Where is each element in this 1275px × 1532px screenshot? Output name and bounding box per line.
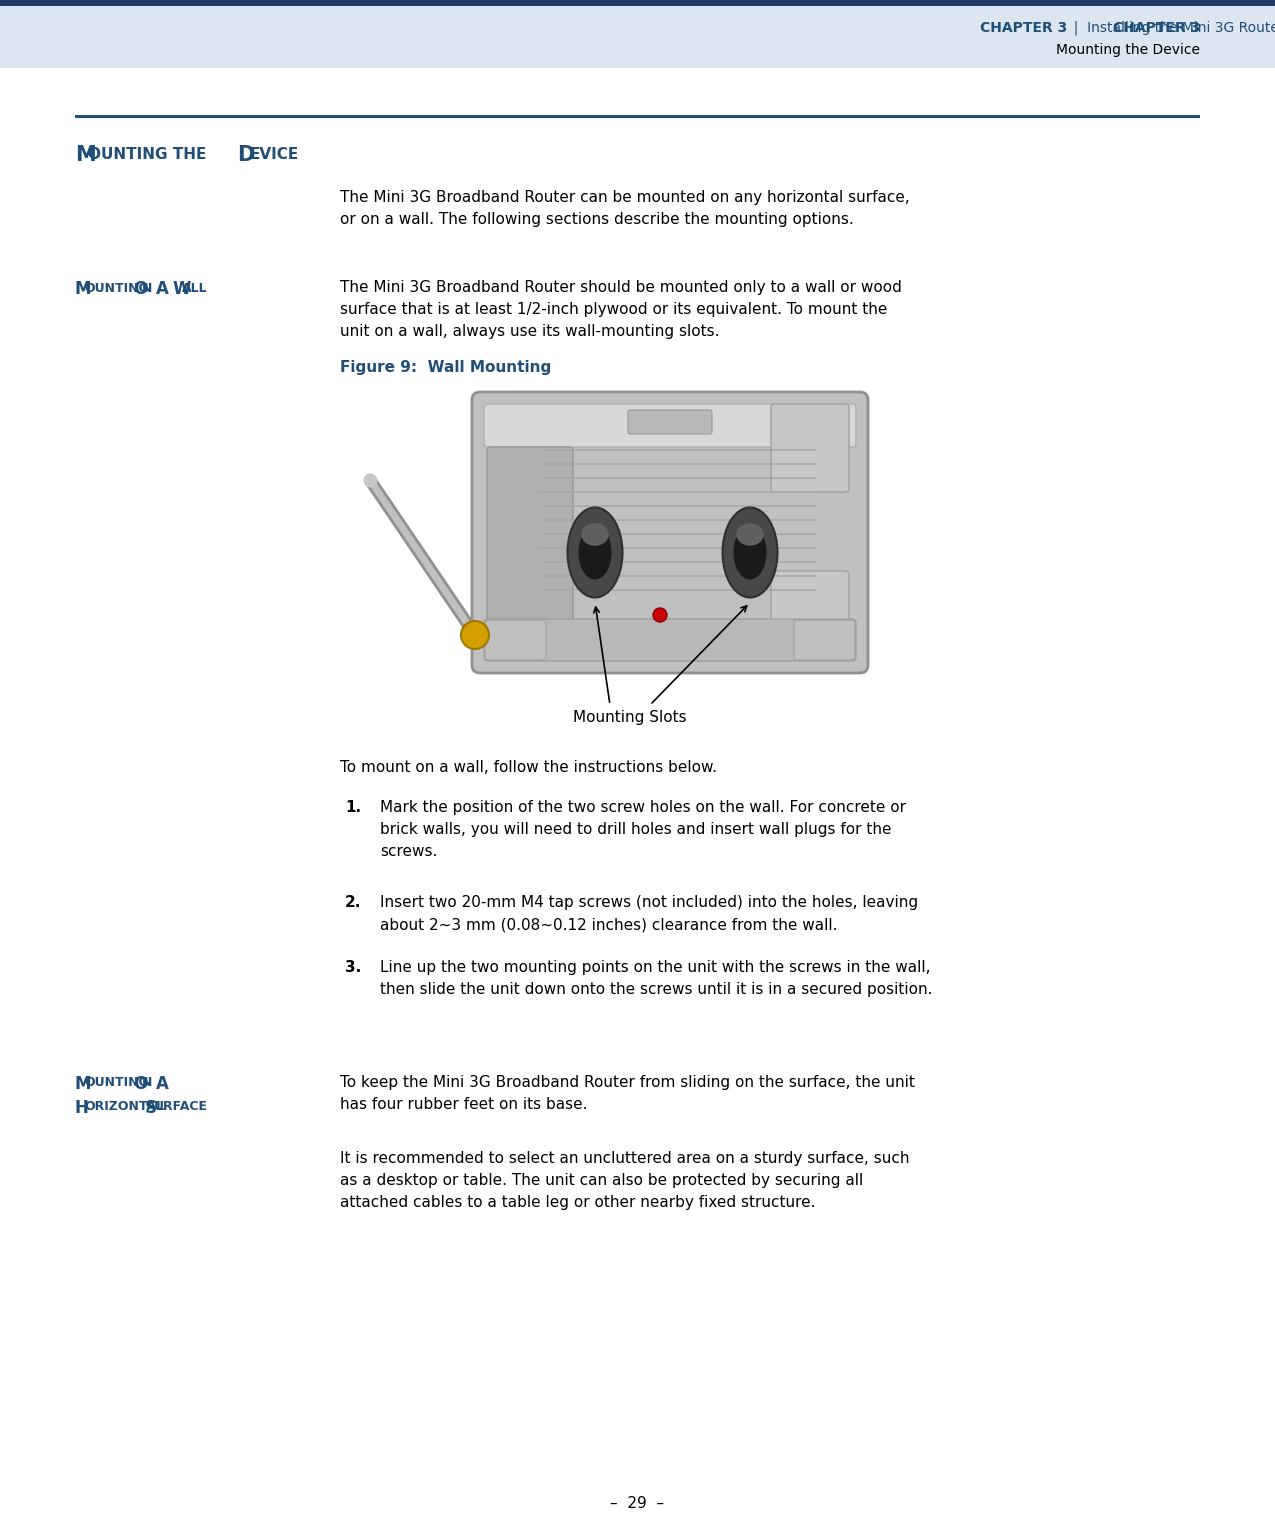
Text: screws.: screws. xyxy=(380,844,437,859)
FancyBboxPatch shape xyxy=(771,404,849,492)
Text: OUNTING: OUNTING xyxy=(84,282,149,294)
Text: M: M xyxy=(75,146,96,165)
Text: 3.: 3. xyxy=(346,961,361,974)
Text: D: D xyxy=(237,146,254,165)
Text: The Mini 3G Broadband Router can be mounted on any horizontal surface,: The Mini 3G Broadband Router can be moun… xyxy=(340,190,910,205)
Text: The Mini 3G Broadband Router should be mounted only to a wall or wood: The Mini 3G Broadband Router should be m… xyxy=(340,280,901,296)
Text: S: S xyxy=(144,1098,157,1117)
Ellipse shape xyxy=(581,524,608,545)
FancyBboxPatch shape xyxy=(794,620,856,660)
Text: Insert two 20-mm M4 tap screws (not included) into the holes, leaving: Insert two 20-mm M4 tap screws (not incl… xyxy=(380,895,918,910)
Text: |  Installing the Mini 3G Router: | Installing the Mini 3G Router xyxy=(1065,21,1275,35)
Text: A: A xyxy=(156,1075,168,1092)
Text: as a desktop or table. The unit can also be protected by securing all: as a desktop or table. The unit can also… xyxy=(340,1174,863,1187)
Text: Figure 9:  Wall Mounting: Figure 9: Wall Mounting xyxy=(340,360,551,375)
FancyBboxPatch shape xyxy=(484,620,546,660)
Bar xyxy=(0,6,1275,67)
Text: surface that is at least 1/2-inch plywood or its equivalent. To mount the: surface that is at least 1/2-inch plywoo… xyxy=(340,302,887,317)
Text: Mounting Slots: Mounting Slots xyxy=(574,709,687,725)
Ellipse shape xyxy=(736,524,764,545)
Text: A: A xyxy=(156,280,168,299)
Text: –  29  –: – 29 – xyxy=(611,1497,664,1512)
FancyBboxPatch shape xyxy=(629,411,711,434)
Text: 2.: 2. xyxy=(346,895,361,910)
Bar xyxy=(0,0,1275,6)
Text: 1.: 1. xyxy=(346,800,361,815)
Text: about 2~3 mm (0.08~0.12 inches) clearance from the wall.: about 2~3 mm (0.08~0.12 inches) clearanc… xyxy=(380,918,838,931)
Text: then slide the unit down onto the screws until it is in a secured position.: then slide the unit down onto the screws… xyxy=(380,982,932,997)
Text: Mounting the Device: Mounting the Device xyxy=(1056,43,1200,57)
Text: It is recommended to select an uncluttered area on a sturdy surface, such: It is recommended to select an unclutter… xyxy=(340,1151,909,1166)
Text: brick walls, you will need to drill holes and insert wall plugs for the: brick walls, you will need to drill hole… xyxy=(380,823,891,836)
Text: OUNTING: OUNTING xyxy=(84,1077,149,1089)
Text: O: O xyxy=(133,280,147,299)
Text: or on a wall. The following sections describe the mounting options.: or on a wall. The following sections des… xyxy=(340,211,854,227)
Text: H: H xyxy=(75,1098,89,1117)
Text: CHAPTER 3: CHAPTER 3 xyxy=(1113,21,1200,35)
Ellipse shape xyxy=(723,507,778,597)
Ellipse shape xyxy=(579,525,612,579)
Text: ORIZONTAL: ORIZONTAL xyxy=(84,1100,164,1114)
Text: EVICE: EVICE xyxy=(250,147,300,162)
Text: To mount on a wall, follow the instructions below.: To mount on a wall, follow the instructi… xyxy=(340,760,717,775)
Text: CHAPTER 3: CHAPTER 3 xyxy=(980,21,1067,35)
Text: Mark the position of the two screw holes on the wall. For concrete or: Mark the position of the two screw holes… xyxy=(380,800,907,815)
Text: URFACE: URFACE xyxy=(154,1100,208,1114)
Text: ALL: ALL xyxy=(182,282,208,294)
Text: M: M xyxy=(75,280,92,299)
Text: N: N xyxy=(142,282,152,294)
Text: M: M xyxy=(75,1075,92,1092)
Text: Line up the two mounting points on the unit with the screws in the wall,: Line up the two mounting points on the u… xyxy=(380,961,931,974)
Ellipse shape xyxy=(567,507,622,597)
FancyBboxPatch shape xyxy=(484,619,856,660)
Ellipse shape xyxy=(653,608,667,622)
FancyBboxPatch shape xyxy=(472,392,868,673)
Ellipse shape xyxy=(733,525,766,579)
Ellipse shape xyxy=(462,620,490,650)
Text: O: O xyxy=(133,1075,147,1092)
Text: has four rubber feet on its base.: has four rubber feet on its base. xyxy=(340,1097,588,1112)
FancyBboxPatch shape xyxy=(484,404,856,447)
Text: To keep the Mini 3G Broadband Router from sliding on the surface, the unit: To keep the Mini 3G Broadband Router fro… xyxy=(340,1075,915,1089)
Text: unit on a wall, always use its wall-mounting slots.: unit on a wall, always use its wall-moun… xyxy=(340,323,719,339)
Text: attached cables to a table leg or other nearby fixed structure.: attached cables to a table leg or other … xyxy=(340,1195,816,1210)
Text: N: N xyxy=(142,1077,152,1089)
Bar xyxy=(75,115,1200,118)
Text: W: W xyxy=(173,280,191,299)
Text: OUNTING THE: OUNTING THE xyxy=(88,147,212,162)
Text: CHAPTER 3  |  Installing the Mini 3G Router: CHAPTER 3 | Installing the Mini 3G Route… xyxy=(903,21,1200,35)
FancyBboxPatch shape xyxy=(771,571,849,659)
FancyBboxPatch shape xyxy=(487,447,572,628)
